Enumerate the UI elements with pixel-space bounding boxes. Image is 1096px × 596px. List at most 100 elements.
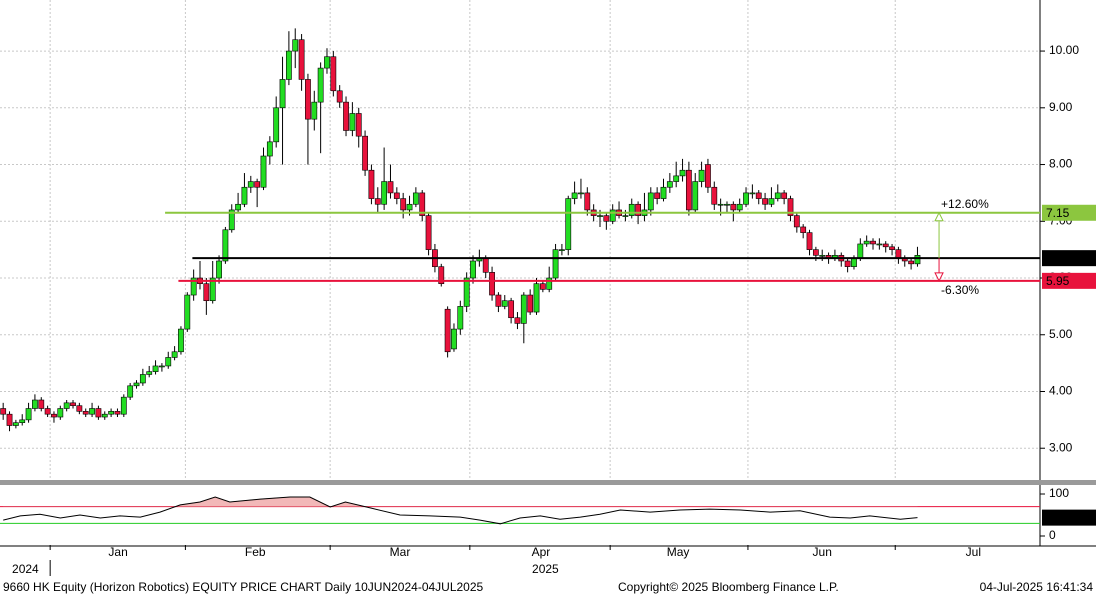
candle-body (260, 155, 267, 188)
candle-body (749, 192, 756, 195)
candle-body (228, 209, 235, 231)
candle-body (457, 306, 464, 330)
candle-body (120, 396, 127, 415)
candle-body (0, 408, 7, 415)
candle-body (114, 411, 121, 415)
y-tick-label: 9.00 (1049, 100, 1073, 114)
candle-body (470, 260, 476, 279)
candle-body (57, 408, 64, 418)
level-label: 5.95 (1046, 274, 1070, 288)
candle-body (203, 283, 210, 302)
x-tick-label: Feb (245, 545, 266, 559)
candle-body (520, 294, 527, 324)
candle-body (870, 240, 876, 245)
level-label: 6.35 (1046, 251, 1070, 265)
candle-body (393, 192, 400, 199)
candle-body (425, 215, 432, 250)
candle-body (597, 215, 603, 217)
annotation-label: +12.60% (941, 197, 989, 211)
candle-body (235, 203, 241, 211)
candle-body (209, 277, 216, 302)
candle-body (571, 192, 578, 199)
candle-body (628, 203, 635, 216)
candle-body (292, 39, 299, 52)
candle-body (755, 192, 762, 199)
candle-body (559, 249, 565, 251)
x-tick-label: Jan (108, 545, 127, 559)
rsi-tick-label: 100 (1049, 486, 1069, 500)
candle-body (692, 181, 699, 211)
candle-body (101, 413, 108, 418)
candle-body (19, 419, 26, 423)
candle-body (89, 408, 95, 415)
annotation-arrowhead (934, 272, 944, 282)
candle-body (171, 351, 178, 358)
candle-body (25, 408, 32, 421)
candle-body (463, 277, 470, 307)
candle-body (44, 408, 51, 415)
candle-body (806, 232, 813, 250)
candle-body (508, 300, 515, 319)
candle-body (32, 399, 38, 409)
candle-body (844, 260, 851, 267)
candle-body (70, 402, 76, 406)
candle-body (254, 181, 261, 188)
x-tick-label: Jul (966, 545, 981, 559)
candle-body (863, 240, 870, 245)
candle-body (152, 365, 159, 372)
candle-body (800, 226, 807, 233)
x-tick-label: Jun (813, 545, 832, 559)
candle-body (533, 283, 540, 313)
candle-body (82, 411, 89, 415)
candle-body (609, 209, 616, 222)
candle-body (501, 300, 508, 307)
candle-body (247, 181, 254, 188)
candle-body (622, 215, 629, 217)
y-tick-label: 4.00 (1049, 384, 1073, 398)
candle-body (127, 385, 134, 398)
candle-body (482, 257, 489, 273)
candle-body (330, 56, 337, 92)
candle-body (216, 260, 222, 279)
candle-body (190, 277, 197, 296)
candle-body (343, 101, 349, 131)
candle-body (685, 169, 692, 211)
footer-right: 04-Jul-2025 16:41:34 (980, 580, 1094, 594)
candle-body (666, 181, 673, 188)
candle-body (400, 198, 407, 211)
year-label: 2025 (532, 562, 559, 576)
candle-body (711, 186, 718, 205)
candle-body (412, 192, 419, 205)
level-label-box (1042, 272, 1096, 289)
candle-body (876, 243, 883, 246)
candle-body (38, 399, 45, 409)
y-tick-label: 8.00 (1049, 157, 1073, 171)
candle-body (438, 266, 445, 284)
candle-body (387, 181, 394, 194)
candle-body (882, 243, 889, 248)
candle-body (6, 413, 13, 426)
candle-body (305, 79, 311, 120)
candle-body (762, 198, 768, 205)
panel-divider (0, 480, 1096, 485)
y-tick-label: 5.00 (1049, 327, 1073, 341)
candle-body (552, 249, 559, 279)
candle-body (654, 192, 661, 199)
candle-body (368, 169, 375, 199)
footer-center: Copyright© 2025 Bloomberg Finance L.P. (618, 580, 839, 594)
candle-body (787, 198, 794, 216)
candle-body (660, 186, 667, 199)
candle-body (743, 192, 749, 205)
rsi-last-label: 43.7703 (1044, 511, 1088, 525)
candle-body (736, 203, 743, 211)
candle-body (705, 164, 711, 188)
candle-body (774, 192, 781, 199)
candle-body (444, 308, 451, 353)
candle-body (908, 260, 915, 265)
candle-body (355, 113, 362, 137)
candle-body (812, 249, 819, 256)
candle-body (781, 192, 788, 199)
candle-body (889, 246, 895, 250)
candle-body (717, 203, 724, 206)
candle-body (159, 365, 165, 368)
